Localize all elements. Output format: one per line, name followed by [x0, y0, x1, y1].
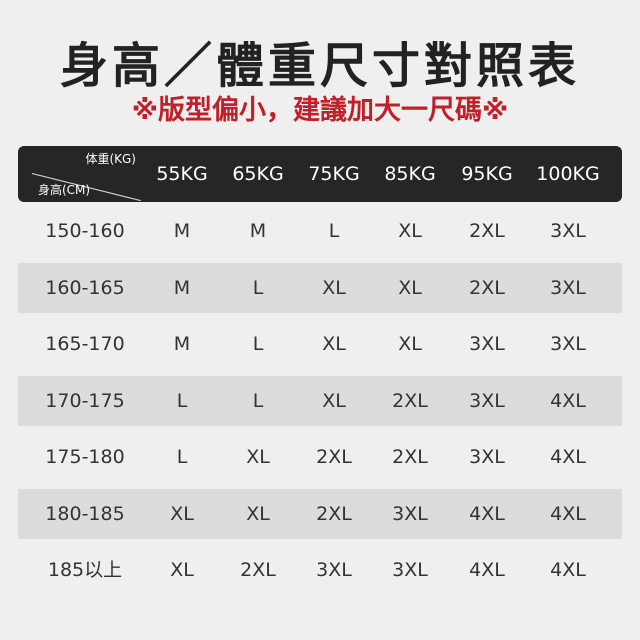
height-cell: 180-185	[45, 502, 125, 525]
column-header: 75KG	[308, 163, 360, 185]
size-cell: 2XL	[392, 446, 428, 468]
subtitle: ※版型偏小，建議加大一尺碼※	[131, 95, 509, 126]
size-cell: 2XL	[316, 502, 352, 525]
size-cell: 4XL	[550, 559, 586, 581]
size-cell: 4XL	[550, 502, 586, 525]
size-cell: L	[176, 389, 188, 412]
size-cell: 2XL	[240, 559, 276, 581]
size-cell: 3XL	[469, 389, 505, 412]
size-cell: 2XL	[469, 276, 505, 299]
height-cell: 170-175	[45, 389, 125, 412]
column-header: 100KG	[536, 163, 600, 185]
size-cell: XL	[398, 220, 422, 242]
height-cell: 150-160	[45, 220, 125, 242]
table-row: 165-170 M L XL XL 3XL 3XL	[18, 319, 622, 369]
height-cell: 165-170	[45, 333, 125, 355]
weight-label: 体重(KG)	[85, 152, 136, 166]
size-cell: XL	[322, 333, 346, 355]
table-row: 160-165 M L XL XL 2XL 3XL	[18, 262, 622, 313]
size-cell: 2XL	[392, 389, 428, 412]
size-cell: L	[252, 276, 264, 299]
height-cell: 185以上	[47, 559, 123, 581]
size-cell: 3XL	[550, 276, 586, 299]
size-cell: 3XL	[392, 502, 428, 525]
size-cell: XL	[398, 333, 422, 355]
size-cell: L	[252, 389, 264, 412]
size-cell: XL	[246, 446, 270, 468]
column-header: 65KG	[232, 163, 284, 185]
size-cell: 2XL	[316, 446, 352, 468]
page-title: 身高／體重尺寸對照表	[59, 38, 580, 94]
size-cell: 3XL	[550, 333, 586, 355]
size-cell: XL	[322, 389, 346, 412]
table-row: 175-180 L XL 2XL 2XL 3XL 4XL	[18, 432, 622, 482]
height-cell: 160-165	[45, 276, 125, 299]
size-cell: 4XL	[550, 389, 586, 412]
size-cell: 3XL	[469, 446, 505, 468]
size-cell: M	[173, 333, 191, 355]
size-cell: XL	[322, 276, 346, 299]
size-cell: L	[176, 446, 188, 468]
size-cell: 3XL	[469, 333, 505, 355]
size-cell: 3XL	[392, 559, 428, 581]
column-header: 85KG	[384, 163, 436, 185]
column-header: 55KG	[156, 163, 208, 185]
size-cell: 4XL	[550, 446, 586, 468]
size-cell: M	[173, 276, 191, 299]
size-cell: L	[252, 333, 264, 355]
size-cell: L	[328, 220, 340, 242]
size-cell: 3XL	[550, 220, 586, 242]
size-cell: 4XL	[469, 559, 505, 581]
table-header: 体重(KG) 身高(CM) 55KG 65KG 75KG 85KG 95KG 100KG	[18, 146, 622, 202]
table-row: 170-175 L L XL 2XL 3XL 4XL	[18, 375, 622, 426]
size-cell: XL	[170, 502, 194, 525]
size-cell: 4XL	[469, 502, 505, 525]
corner-cell: 体重(KG) 身高(CM)	[18, 146, 141, 202]
table-row: 180-185 XL XL 2XL 3XL 4XL 4XL	[18, 488, 622, 539]
table-row: 185以上 XL 2XL 3XL 3XL 4XL 4XL	[18, 545, 622, 595]
size-cell: M	[173, 220, 191, 242]
table-row: 150-160 M M L XL 2XL 3XL	[18, 206, 622, 256]
height-cell: 175-180	[45, 446, 125, 468]
size-cell: XL	[398, 276, 422, 299]
size-cell: 3XL	[316, 559, 352, 581]
size-cell: XL	[246, 502, 270, 525]
size-cell: XL	[170, 559, 194, 581]
column-header: 95KG	[461, 163, 513, 185]
size-cell: 2XL	[469, 220, 505, 242]
height-label: 身高(CM)	[38, 183, 91, 197]
size-cell: M	[249, 220, 267, 242]
